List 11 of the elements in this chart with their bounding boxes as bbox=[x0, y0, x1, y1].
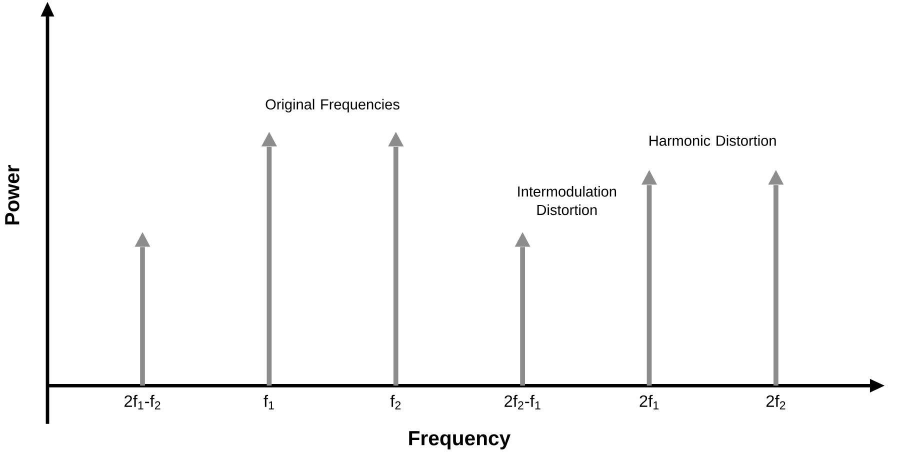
annotation: Intermodulation Distortion bbox=[518, 186, 616, 216]
x-tick-label: f$_{1}$ bbox=[264, 395, 274, 410]
x-tick-label: 2f$_{1}$ bbox=[640, 395, 659, 410]
text: Harmonic Distortion bbox=[650, 135, 776, 146]
y-axis-title: Power bbox=[5, 165, 20, 225]
x-tick-label: 2f$_{2}$ bbox=[766, 395, 786, 410]
x-tick-label: f$_{2}$ bbox=[390, 395, 401, 410]
text: Original Frequencies bbox=[266, 99, 400, 113]
x-tick-label: 2f$_{2}$-f$_{1}$ bbox=[504, 395, 540, 410]
x-tick-label: 2f$_{1}$-f$_{2}$ bbox=[124, 395, 160, 410]
x-axis-title: Frequency bbox=[409, 431, 511, 450]
